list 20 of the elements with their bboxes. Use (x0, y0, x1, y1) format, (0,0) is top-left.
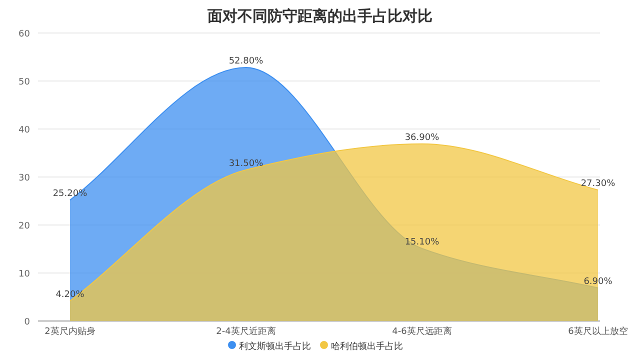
data-label: 36.90% (404, 132, 440, 143)
x-tick-label: 6英尺以上放空 (568, 326, 628, 337)
data-label: 15.10% (404, 238, 440, 248)
y-tick-label: 10 (18, 270, 30, 280)
data-label: 31.50% (228, 158, 264, 169)
x-tick-label: 2英尺内贴身 (44, 326, 96, 337)
y-tick-label: 30 (18, 174, 30, 184)
y-tick-label: 50 (18, 78, 30, 88)
y-tick-label: 60 (18, 30, 30, 40)
y-tick-label: 20 (18, 222, 30, 232)
legend-label: 哈利伯顿出手占比 (331, 341, 403, 352)
x-tick-label: 2-4英尺近距离 (216, 326, 276, 337)
data-label: 52.80% (228, 56, 264, 67)
y-tick-label: 40 (18, 126, 30, 136)
y-tick-label: 0 (24, 318, 30, 328)
data-label: 6.90% (584, 276, 613, 287)
data-label: 27.30% (580, 178, 616, 189)
legend-label: 利文斯顿出手占比 (239, 341, 311, 352)
x-tick-label: 4-6英尺远距离 (392, 326, 452, 337)
chart-title: 面对不同防守距离的出手占比对比 (206, 7, 432, 25)
